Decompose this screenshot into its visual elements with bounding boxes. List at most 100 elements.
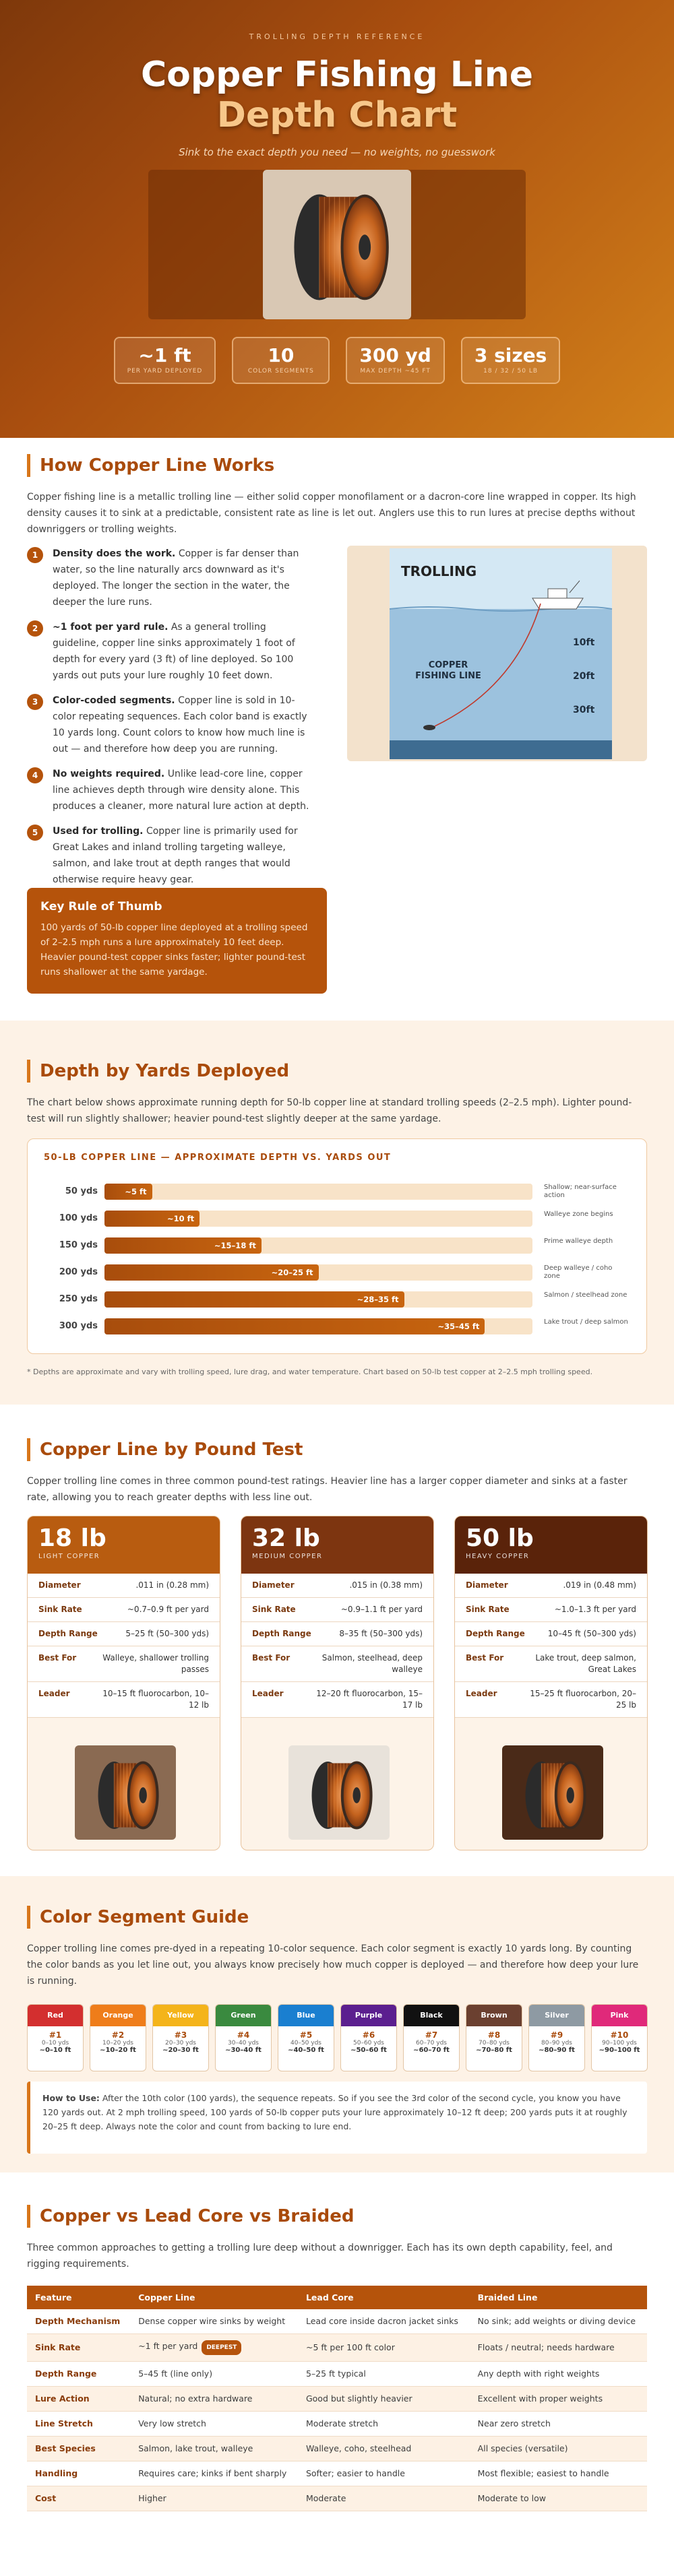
depth-label: 20ft — [573, 671, 595, 682]
spec-row: Leader 15–25 ft fluorocarbon, 20–25 lb — [455, 1682, 647, 1718]
spec-label: Leader — [252, 1689, 284, 1698]
category-label: 250 yds — [59, 1294, 98, 1304]
header-cell: Braided Line — [469, 2286, 647, 2309]
step-number: 4 — [27, 767, 43, 783]
step: 4 No weights required. Unlike lead-core l… — [27, 766, 310, 814]
card-weight: 18 lb — [38, 1524, 106, 1552]
category-label: 150 yds — [59, 1240, 98, 1250]
step-bold: Density does the work. — [53, 548, 176, 559]
step: 5 Used for trolling. Copper line is prima… — [27, 823, 310, 888]
table-cell: Near zero stretch — [469, 2411, 647, 2437]
swatch-index: #10 — [610, 2030, 629, 2040]
reel-photo — [502, 1745, 603, 1840]
swatch-depth: ~30–40 ft — [225, 2047, 262, 2054]
spec-row: Depth Range 10–45 ft (50–300 yds) — [455, 1622, 647, 1646]
hero-image-box — [148, 170, 526, 319]
bar-track: ~15–18 ft — [104, 1237, 532, 1254]
spec-label: Sink Rate — [38, 1605, 82, 1614]
swatch-depth: ~80–90 ft — [539, 2047, 575, 2054]
stat: ~1 ft PER YARD DEPLOYED — [113, 337, 216, 384]
swatch-index: #5 — [299, 2030, 313, 2040]
swatch-yards: 40–50 yds — [290, 2040, 321, 2047]
section-title: Color Segment Guide — [27, 1906, 647, 1929]
spec-value: Salmon, steelhead, deep walleye — [321, 1653, 423, 1674]
bar-track: ~20–25 ft — [104, 1264, 532, 1281]
table-cell: All species (versatile) — [469, 2436, 647, 2461]
pound-card: 32 lb MEDIUM COPPER Diameter .015 in (0.38 … — [241, 1516, 434, 1850]
step-text: No weights required. Unlike lead-core li… — [53, 766, 310, 814]
bar-value-label: ~15–18 ft — [214, 1241, 256, 1250]
swatch-yards: 80–90 yds — [541, 2040, 572, 2047]
step-text: Used for trolling. Copper line is primar… — [53, 823, 310, 888]
card-grade: HEAVY COPPER — [466, 1553, 530, 1560]
trolling-diagram: TROLLING COPPER FISHING LINE 10ft 20ft 30f… — [347, 546, 647, 761]
section-title: How Copper Line Works — [27, 454, 647, 477]
spec-value: ~1.0–1.3 ft per yard — [554, 1605, 636, 1614]
spec-value: ~0.9–1.1 ft per yard — [340, 1605, 423, 1614]
section-title: Copper vs Lead Core vs Braided — [27, 2205, 647, 2228]
swatch-name: Blue — [278, 2005, 334, 2026]
lure — [423, 725, 435, 730]
step-bold: No weights required. — [53, 769, 165, 779]
chart-title: 50-LB COPPER LINE — APPROXIMATE DEPTH VS… — [44, 1153, 392, 1163]
bar-note: Walleye zone begins — [544, 1211, 613, 1218]
table-cell: Floats / neutral; needs hardware — [469, 2333, 647, 2362]
stat-value: 3 sizes — [474, 344, 547, 366]
table-cell: Good but slightly heavier — [297, 2386, 470, 2412]
bar-value-label: ~5 ft — [125, 1187, 147, 1196]
hero: TROLLING DEPTH REFERENCE Copper Fishing … — [0, 0, 674, 438]
spec-value: .011 in (0.28 mm) — [135, 1580, 209, 1590]
spec-row: Best For Salmon, steelhead, deep walleye — [241, 1646, 433, 1682]
card-grade: LIGHT COPPER — [38, 1553, 100, 1560]
stat: 10 COLOR SEGMENTS — [232, 337, 330, 384]
category-label: 50 yds — [65, 1186, 98, 1196]
step-bold: Color-coded segments. — [53, 695, 175, 706]
swatch-depth: ~0–10 ft — [39, 2047, 71, 2054]
hero-title: Copper Fishing Line Depth Chart — [0, 55, 674, 135]
how-section: How Copper Line Works Copper fishing lin… — [0, 438, 674, 1021]
step-text: ~1 foot per yard rule. As a general trol… — [53, 619, 310, 684]
swatch-name: Orange — [90, 2005, 146, 2026]
card-grade: MEDIUM COPPER — [252, 1553, 323, 1560]
table-cell: 5–45 ft (line only) — [130, 2361, 298, 2387]
spec-row: Leader 10–15 ft fluorocarbon, 10–12 lb — [28, 1682, 220, 1718]
step-number: 1 — [27, 547, 43, 563]
table-cell: Handling — [27, 2461, 131, 2486]
water — [390, 609, 612, 740]
depth-label: 30ft — [573, 705, 595, 715]
swatch-name: Yellow — [153, 2005, 208, 2026]
note-label: How to Use: — [42, 2093, 100, 2103]
bar-row: 300 yds ~35–45 ft Lake trout / deep salmon — [44, 1318, 630, 1334]
swatch-yards: 50–60 yds — [353, 2040, 384, 2047]
spec-label: Diameter — [466, 1580, 508, 1590]
table-cell: Very low stretch — [130, 2411, 298, 2437]
bar — [104, 1184, 152, 1200]
bar-row: 200 yds ~20–25 ft Deep walleye / coho zone — [44, 1264, 630, 1281]
step-number: 3 — [27, 694, 43, 710]
table-cell: Moderate stretch — [297, 2411, 470, 2437]
spec-row: Best For Lake trout, deep salmon, Great L… — [455, 1646, 647, 1682]
swatch: Pink #10 90–100 yds ~90–100 ft — [591, 2004, 648, 2071]
step-bold: Used for trolling. — [53, 826, 144, 837]
swatch-yards: 60–70 yds — [416, 2040, 447, 2047]
spec-value: 12–20 ft fluorocarbon, 15–17 lb — [316, 1689, 423, 1710]
swatch-depth: ~90–100 ft — [599, 2047, 640, 2054]
bar — [104, 1237, 262, 1254]
table-row: Depth Mechanism Dense copper wire sinks b… — [27, 2309, 647, 2334]
step-body: Copper is far denser than water, so the … — [53, 548, 299, 608]
swatch-index: #9 — [550, 2030, 563, 2040]
swatch-index: #7 — [425, 2030, 438, 2040]
swatch-depth: ~60–70 ft — [413, 2047, 450, 2054]
how-to-use: How to Use: After the 10th color (100 ya… — [27, 2082, 647, 2154]
table-cell: Depth Range — [27, 2361, 131, 2387]
table-cell: Lead core inside dacron jacket sinks — [297, 2309, 470, 2334]
hub — [566, 1787, 574, 1803]
table-cell: Excellent with proper weights — [469, 2386, 647, 2412]
spec-value: Lake trout, deep salmon, Great Lakes — [535, 1653, 636, 1674]
spec-label: Sink Rate — [252, 1605, 296, 1614]
bar-value-label: ~10 ft — [166, 1214, 195, 1223]
compare-section: Copper vs Lead Core vs Braided Three com… — [0, 2172, 674, 2576]
card-weight: 32 lb — [252, 1524, 320, 1552]
table-cell: Salmon, lake trout, walleye — [130, 2436, 298, 2461]
spec-row: Best For Walleye, shallower trolling pass… — [28, 1646, 220, 1682]
